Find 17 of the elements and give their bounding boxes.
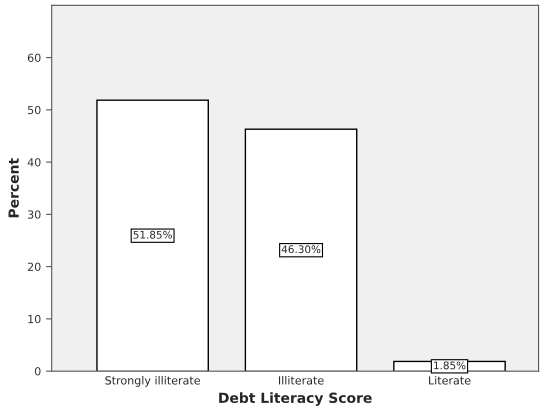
data-label: 1.85% [434, 361, 466, 370]
x-tick-label: Illiterate [279, 376, 324, 385]
y-tick-label: 30 [28, 210, 41, 219]
x-axis-title: Debt Literacy Score [219, 392, 372, 406]
y-tick-label: 50 [28, 106, 41, 114]
data-label: 51.85% [134, 230, 172, 239]
y-tick-label: 60 [28, 54, 41, 62]
y-tick-label: 40 [28, 158, 41, 166]
y-axis-title: Percent [8, 158, 19, 218]
y-tick-label: 0 [34, 367, 41, 376]
y-tick-label: 20 [28, 262, 41, 271]
y-tick-label: 10 [28, 314, 41, 324]
x-tick-label: Strongly illiterate [105, 376, 200, 387]
bar [96, 99, 209, 372]
bar [244, 128, 358, 372]
data-label: 46.30% [282, 245, 320, 254]
x-tick-label: Literate [429, 376, 470, 385]
